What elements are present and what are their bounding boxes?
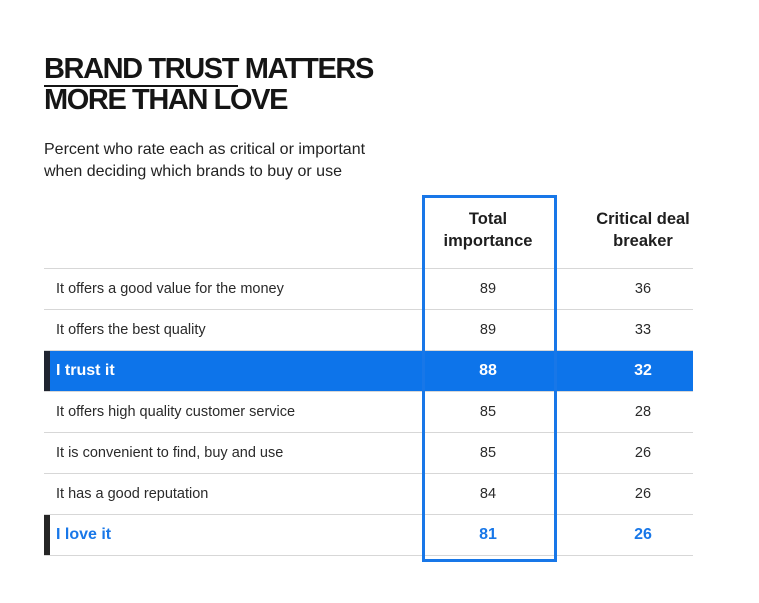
total-importance-value: 85	[479, 445, 497, 461]
table-row: It has a good reputation 84 26	[44, 473, 693, 514]
table-row: It offers the best quality 89 33	[44, 309, 693, 350]
critical-deal-breaker-value: 28	[634, 404, 652, 420]
subtitle-line-1: Percent who rate each as critical or imp…	[44, 141, 366, 158]
critical-deal-breaker-value: 36	[634, 281, 652, 297]
row-label: I love it	[56, 526, 112, 543]
column-header-total-line-1: Total	[468, 210, 508, 228]
chart-subtitle: Percent who rate each as critical or imp…	[44, 139, 424, 183]
column-header-total-line-2: importance	[443, 232, 533, 250]
row-accent-bar	[44, 351, 50, 391]
title-line-1-rest: MATTERS	[238, 53, 375, 85]
table-row: It is convenient to find, buy and use 85…	[44, 432, 693, 473]
row-label: It offers the best quality	[56, 322, 206, 338]
table-row: It offers a good value for the money 89 …	[44, 268, 693, 309]
table-row-highlighted-trust: I trust it 88 32	[44, 350, 693, 391]
critical-deal-breaker-value: 26	[634, 486, 652, 502]
row-label: It is convenient to find, buy and use	[56, 445, 284, 461]
row-label: I trust it	[56, 362, 115, 379]
title-line-2: MORE THAN LOVE	[44, 84, 288, 116]
column-header-critical-line-2: breaker	[613, 232, 673, 250]
total-importance-value: 89	[479, 281, 497, 297]
data-table: It offers a good value for the money 89 …	[44, 268, 693, 556]
row-label: It has a good reputation	[56, 486, 209, 502]
total-importance-value: 84	[479, 486, 497, 502]
critical-deal-breaker-value: 33	[634, 322, 652, 338]
table-row: It offers high quality customer service …	[44, 391, 693, 432]
total-importance-value: 85	[479, 404, 497, 420]
critical-deal-breaker-value: 26	[634, 445, 652, 461]
title-line-1: BRAND TRUST MATTERS	[44, 53, 375, 85]
total-importance-value: 81	[479, 526, 497, 543]
row-accent-bar	[44, 515, 50, 555]
critical-deal-breaker-value: 26	[634, 526, 652, 543]
total-importance-value: 89	[479, 322, 497, 338]
row-label: It offers high quality customer service	[56, 404, 296, 420]
table-row-highlighted-love: I love it 81 26	[44, 514, 693, 556]
title-underlined-text: BRAND TRUST	[44, 53, 239, 85]
row-label: It offers a good value for the money	[56, 281, 284, 297]
chart-title: BRAND TRUST MATTERS MORE THAN LOVE	[44, 53, 375, 116]
column-header-critical-deal-breaker: Critical deal breaker	[580, 208, 706, 260]
subtitle-line-2: when deciding which brands to buy or use	[44, 163, 342, 180]
column-header-critical-line-1: Critical deal	[596, 210, 690, 228]
column-header-total-importance: Total importance	[424, 208, 552, 260]
critical-deal-breaker-value: 32	[634, 362, 652, 379]
total-importance-value: 88	[479, 362, 497, 379]
